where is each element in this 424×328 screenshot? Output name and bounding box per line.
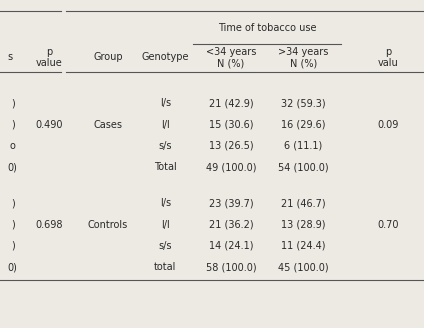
Text: 0): 0) xyxy=(8,162,18,172)
Text: s/s: s/s xyxy=(159,241,172,251)
Text: 6 (11.1): 6 (11.1) xyxy=(284,141,322,151)
Text: 21 (36.2): 21 (36.2) xyxy=(209,220,254,230)
Text: 13 (28.9): 13 (28.9) xyxy=(281,220,325,230)
Text: Controls: Controls xyxy=(88,220,128,230)
Text: >34 years
N (%): >34 years N (%) xyxy=(278,47,328,68)
Text: 49 (100.0): 49 (100.0) xyxy=(206,162,257,172)
Text: ): ) xyxy=(11,241,14,251)
Text: 0.09: 0.09 xyxy=(377,120,399,130)
Text: 15 (30.6): 15 (30.6) xyxy=(209,120,253,130)
Text: Group: Group xyxy=(93,52,123,62)
Text: 0.70: 0.70 xyxy=(377,220,399,230)
Text: 54 (100.0): 54 (100.0) xyxy=(278,162,329,172)
Text: p
valu: p valu xyxy=(378,47,398,68)
Text: 45 (100.0): 45 (100.0) xyxy=(278,262,329,272)
Text: ): ) xyxy=(11,198,14,208)
Text: 16 (29.6): 16 (29.6) xyxy=(281,120,325,130)
Text: Total: Total xyxy=(154,162,177,172)
Text: <34 years
N (%): <34 years N (%) xyxy=(206,47,256,68)
Text: 0): 0) xyxy=(8,262,18,272)
Text: Genotype: Genotype xyxy=(142,52,189,62)
Text: l/l: l/l xyxy=(161,120,170,130)
Text: total: total xyxy=(154,262,176,272)
Text: s: s xyxy=(8,52,13,62)
Text: 14 (24.1): 14 (24.1) xyxy=(209,241,253,251)
Text: ): ) xyxy=(11,220,14,230)
Text: 13 (26.5): 13 (26.5) xyxy=(209,141,254,151)
Text: 11 (24.4): 11 (24.4) xyxy=(281,241,325,251)
Text: p
value: p value xyxy=(35,47,62,68)
Text: ): ) xyxy=(11,98,14,108)
Text: 21 (42.9): 21 (42.9) xyxy=(209,98,254,108)
Text: Cases: Cases xyxy=(94,120,123,130)
Text: 32 (59.3): 32 (59.3) xyxy=(281,98,326,108)
Text: o: o xyxy=(10,141,16,151)
Text: 58 (100.0): 58 (100.0) xyxy=(206,262,257,272)
Text: s/s: s/s xyxy=(159,141,172,151)
Text: 23 (39.7): 23 (39.7) xyxy=(209,198,254,208)
Text: l/s: l/s xyxy=(160,198,171,208)
Text: 0.698: 0.698 xyxy=(35,220,62,230)
Text: 0.490: 0.490 xyxy=(35,120,62,130)
Text: 21 (46.7): 21 (46.7) xyxy=(281,198,326,208)
Text: Time of tobacco use: Time of tobacco use xyxy=(218,23,316,33)
Text: l/l: l/l xyxy=(161,220,170,230)
Text: l/s: l/s xyxy=(160,98,171,108)
Text: ): ) xyxy=(11,120,14,130)
